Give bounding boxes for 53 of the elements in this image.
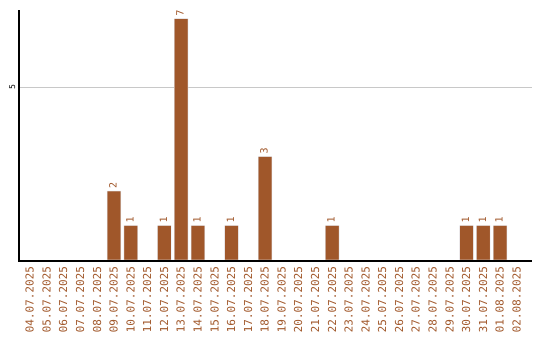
data-label: 3 [260,148,271,154]
x-tick-label: 01.08.2025 [494,266,507,332]
x-tick-label: 17.07.2025 [242,266,255,332]
bar [325,225,340,260]
x-tick-label: 18.07.2025 [258,266,272,332]
bar [157,225,172,260]
bar [492,225,508,260]
bar [174,18,188,260]
bar [224,225,239,260]
x-tick-label: 29.07.2025 [443,266,456,332]
x-tick-label: 14.07.2025 [192,266,205,332]
bar [106,190,122,260]
x-tick-label: 27.07.2025 [410,266,423,332]
x-tick-label: 23.07.2025 [342,266,356,332]
x-tick-label: 31.07.2025 [476,266,490,332]
x-tick-label: 11.07.2025 [141,266,154,332]
x-tick-label: 05.07.2025 [40,266,54,332]
x-tick-label: 21.07.2025 [309,266,322,332]
x-tick-label: 12.07.2025 [158,266,171,332]
x-tick-label: 07.07.2025 [74,266,88,332]
bar [476,225,490,260]
data-label: 1 [478,216,489,223]
x-tick-label: 30.07.2025 [460,266,474,332]
x-tick-label: 13.07.2025 [174,266,188,332]
bar [124,225,138,260]
data-label: 1 [226,216,238,223]
data-label: 7 [176,10,187,16]
x-tick-label: 02.08.2025 [510,266,524,332]
data-label: 1 [494,216,506,223]
x-tick-label: 22.07.2025 [326,266,339,332]
data-label: 1 [192,216,204,223]
x-tick-label: 26.07.2025 [392,266,406,332]
x-tick-label: 06.07.2025 [57,266,70,332]
data-label: 1 [125,216,136,223]
x-tick-label: 04.07.2025 [24,266,37,332]
x-tick-label: 25.07.2025 [376,266,390,332]
bar [258,156,272,260]
x-tick-label: 08.07.2025 [90,266,104,332]
data-label: 1 [158,216,170,223]
x-tick-label: 28.07.2025 [426,266,440,332]
x-tick-label: 19.07.2025 [275,266,288,332]
x-tick-label: 24.07.2025 [359,266,372,332]
y-tick-label: 5 [8,84,18,89]
bar [459,225,474,260]
x-tick-label: 15.07.2025 [208,266,222,332]
x-tick-label: 16.07.2025 [225,266,238,332]
data-label: 2 [108,182,120,188]
x-tick-label: 10.07.2025 [124,266,138,332]
data-label: 1 [326,216,338,223]
bar [190,225,206,260]
data-label: 1 [461,216,472,223]
x-tick-label: 20.07.2025 [292,266,306,332]
x-tick-label: 09.07.2025 [108,266,121,332]
